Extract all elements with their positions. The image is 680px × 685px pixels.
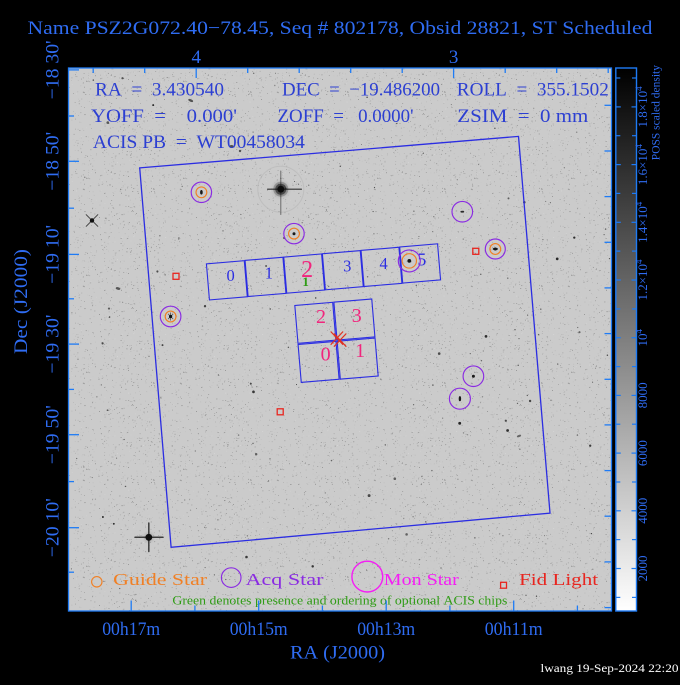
svg-text:4: 4 [379,254,387,273]
svg-text:0: 0 [321,343,331,365]
svg-text:1.4×104: 1.4×104 [634,201,650,243]
svg-text:Mon Star: Mon Star [384,570,459,589]
svg-text:−20 10': −20 10' [43,498,64,557]
svg-text:2: 2 [316,306,326,328]
svg-text:−19 50': −19 50' [43,405,64,464]
svg-text:ACIS PB = WT00458034: ACIS PB = WT00458034 [93,132,305,153]
svg-text:00h13m: 00h13m [357,619,415,640]
svg-text:Guide Star: Guide Star [113,570,207,589]
svg-text:−19 30': −19 30' [43,315,64,374]
svg-text:ZSIM = 0 mm: ZSIM = 0 mm [457,106,588,127]
svg-text:−18 30': −18 30' [43,40,64,99]
svg-text:1.6×104: 1.6×104 [634,144,650,186]
svg-text:1: 1 [302,274,309,289]
svg-text:6000: 6000 [635,440,650,466]
svg-text:Name PSZ2G072.40−78.45, Seq #: Name PSZ2G072.40−78.45, Seq # 802178, Ob… [28,18,654,39]
svg-text:1: 1 [265,263,273,282]
svg-text:0: 0 [226,266,234,285]
svg-text:00h11m: 00h11m [485,619,543,640]
svg-text:RA = 3.430540: RA = 3.430540 [95,80,224,101]
svg-text:lwang 19-Sep-2024 22:20: lwang 19-Sep-2024 22:20 [541,661,679,675]
svg-text:3: 3 [343,256,351,275]
svg-text:4: 4 [191,47,201,68]
svg-text:00h17m: 00h17m [102,619,160,640]
svg-text:POSS scaled density: POSS scaled density [651,65,663,160]
svg-text:−18 50': −18 50' [43,132,64,191]
svg-text:RA (J2000): RA (J2000) [290,643,385,664]
svg-text:1.2×104: 1.2×104 [634,259,650,301]
svg-text:3: 3 [449,47,459,68]
svg-text:4000: 4000 [635,498,650,524]
svg-text:2: 2 [301,257,313,283]
svg-text:1.8×104: 1.8×104 [634,86,650,128]
svg-text:8000: 8000 [635,382,650,408]
svg-text:Fid Light: Fid Light [519,570,598,589]
svg-text:1: 1 [355,340,365,362]
svg-text:3: 3 [352,305,362,327]
svg-text:ZOFF = 0.0000': ZOFF = 0.0000' [278,106,414,127]
svg-text:−19 10': −19 10' [43,225,64,284]
svg-text:DEC = −19.486200: DEC = −19.486200 [282,80,440,101]
svg-text:Dec (J2000): Dec (J2000) [11,249,32,354]
svg-text:Green denotes presence and ord: Green denotes presence and ordering of o… [172,593,507,608]
svg-text:YOFF = 0.000': YOFF = 0.000' [91,106,237,127]
svg-text:5: 5 [418,250,427,270]
svg-text:ROLL = 355.1502: ROLL = 355.1502 [457,80,609,101]
svg-text:2000: 2000 [635,556,650,582]
svg-text:00h15m: 00h15m [230,619,288,640]
svg-text:Acq Star: Acq Star [246,570,324,589]
